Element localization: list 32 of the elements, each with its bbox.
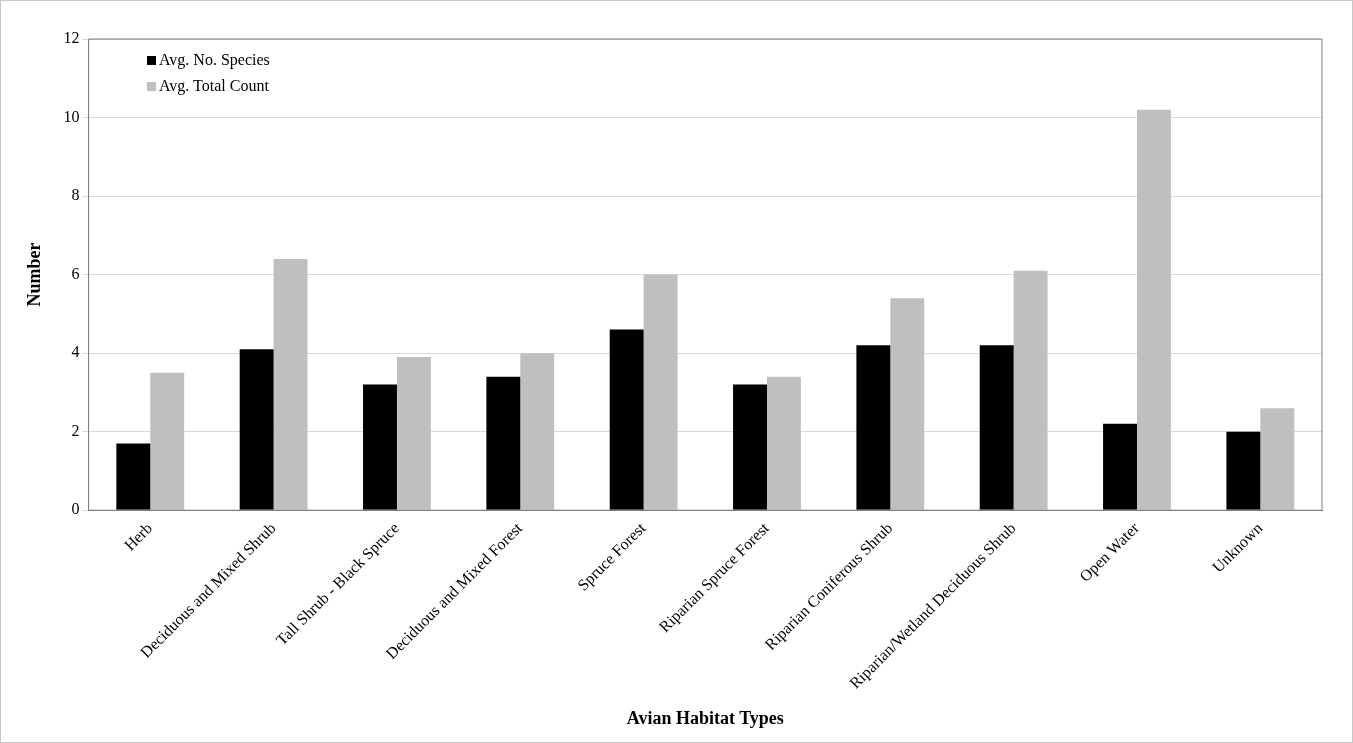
bar [979, 345, 1014, 510]
bar [1226, 431, 1261, 510]
bar [116, 443, 151, 510]
x-axis-title: Avian Habitat Types [626, 707, 784, 728]
bar [520, 353, 555, 510]
y-tick-label: 12 [63, 29, 80, 47]
x-tick-label: Herb [120, 519, 156, 554]
legend-label: Avg. No. Species [159, 51, 270, 69]
y-tick-label: 6 [71, 264, 80, 282]
bar [396, 357, 431, 510]
bar [890, 298, 925, 510]
bar [1103, 423, 1137, 510]
bar [1013, 270, 1048, 510]
legend-label: Avg. Total Count [159, 77, 269, 95]
bar [643, 274, 678, 510]
bar [363, 384, 397, 510]
bar [1136, 109, 1171, 510]
y-axis-title: Number [24, 242, 45, 307]
bar [486, 376, 521, 510]
y-tick-label: 2 [71, 421, 80, 439]
bar [150, 372, 185, 510]
bar [766, 376, 801, 510]
bar [856, 345, 891, 510]
bar [273, 258, 308, 510]
y-tick-label: 8 [71, 186, 80, 204]
y-tick-label: 0 [71, 500, 80, 518]
y-tick-label: 10 [63, 107, 80, 125]
y-tick-label: 4 [71, 343, 80, 361]
bar [733, 384, 767, 510]
bar [239, 349, 274, 510]
bar [609, 329, 644, 510]
bar [1260, 408, 1295, 510]
